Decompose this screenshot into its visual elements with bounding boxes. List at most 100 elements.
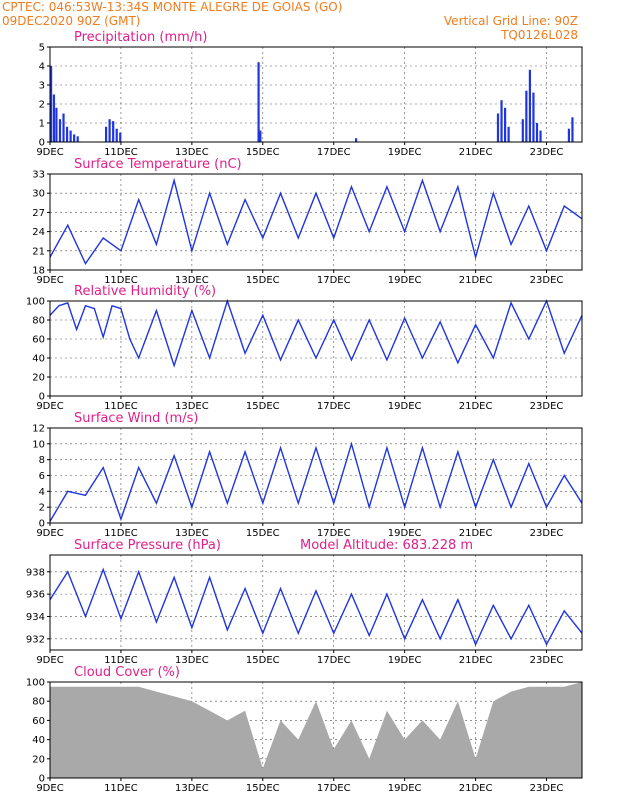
precip-bar [112, 121, 115, 142]
xtick-label: 11DEC [104, 275, 138, 286]
precip-bar [62, 113, 65, 142]
xtick-label: 19DEC [388, 528, 422, 539]
ytick-label: 18 [32, 266, 45, 277]
xtick-label: 15DEC [246, 147, 280, 158]
xtick-label: 13DEC [175, 275, 209, 286]
panel-title: Relative Humidity (%) [74, 284, 216, 299]
ytick-label: 40 [32, 735, 45, 746]
temp-line [49, 177, 583, 266]
panel-title: Cloud Cover (%) [74, 665, 180, 680]
xtick-label: 17DEC [317, 655, 351, 666]
ytick-label: 3 [39, 81, 45, 92]
ytick-label: 0 [39, 519, 45, 530]
precip-bar [567, 128, 571, 142]
panel-title: Surface Pressure (hPa) [74, 538, 221, 553]
ytick-label: 30 [32, 189, 45, 200]
precip-bar [76, 136, 79, 142]
precip-bar [65, 126, 69, 142]
xtick-label: 21DEC [459, 275, 493, 286]
xtick-label: 15DEC [246, 655, 280, 666]
precip-bar [528, 69, 531, 142]
ytick-label: 40 [32, 354, 45, 365]
ytick-label: 938 [26, 567, 45, 578]
precip-bar [496, 113, 500, 142]
xtick-label: 13DEC [175, 401, 209, 412]
xtick-label: 9DEC [36, 528, 63, 539]
panel-title: Surface Temperature (nC) [74, 157, 242, 172]
precip-bar [115, 128, 118, 142]
xtick-label: 23DEC [530, 528, 564, 539]
precip-bar [532, 92, 535, 142]
ytick-label: 20 [32, 373, 45, 384]
precip-bar [521, 119, 524, 142]
panel-title: Surface Wind (m/s) [74, 411, 198, 426]
panel-title: Precipitation (mm/h) [74, 30, 207, 45]
xtick-label: 19DEC [388, 655, 422, 666]
xtick-label: 13DEC [175, 147, 209, 158]
xtick-label: 9DEC [36, 401, 63, 412]
ytick-label: 33 [32, 170, 45, 181]
xtick-label: 19DEC [388, 783, 422, 794]
ytick-label: 8 [39, 455, 45, 466]
precip-bar [119, 132, 122, 142]
model-altitude: Model Altitude: 683.228 m [300, 538, 473, 553]
precip-bar [257, 62, 260, 143]
panel-rh: 0 20 40 60 80 100 9DEC 11DEC 13DEC 15DEC 17DEC 19DE… [26, 284, 583, 412]
panel-frame [49, 681, 583, 779]
ytick-label: 100 [26, 297, 45, 308]
xtick-label: 17DEC [317, 147, 351, 158]
panel-press: 932 934 936 938 9DEC 11DEC 13DEC 15DEC 17DEC 19DE… [26, 538, 583, 666]
panel-frame [49, 46, 583, 143]
panel-wind: 0 2 4 6 8 10 12 9DEC 11DEC 13DEC 15DEC 17DEC 19DEC 21… [32, 411, 583, 539]
ytick-label: 80 [32, 697, 45, 708]
xtick-label: 23DEC [530, 275, 564, 286]
precip-bar [108, 119, 111, 142]
ytick-label: 936 [26, 590, 45, 601]
ytick-label: 934 [26, 612, 45, 623]
precip-bar [539, 130, 542, 142]
panel-temp: 18 21 24 27 30 33 9DEC 11DEC 13DEC 15DEC 17DEC 19DE… [32, 157, 583, 286]
xtick-label: 23DEC [530, 783, 564, 794]
panel-frame [49, 554, 583, 651]
ytick-label: 21 [32, 246, 45, 257]
precip-bar [355, 138, 358, 142]
ytick-label: 20 [32, 754, 45, 765]
ytick-label: 12 [32, 424, 45, 435]
xtick-label: 11DEC [104, 147, 138, 158]
ytick-label: 0 [39, 138, 45, 149]
ytick-label: 1 [39, 119, 45, 130]
ytick-label: 2 [39, 503, 45, 514]
xtick-label: 11DEC [104, 783, 138, 794]
panel-cloud: 0 20 40 60 80 100 9DEC 11DEC 13DEC 15DEC 17DEC 19DE… [26, 665, 583, 794]
xtick-label: 19DEC [388, 401, 422, 412]
xtick-label: 15DEC [246, 783, 280, 794]
xtick-label: 9DEC [36, 783, 63, 794]
ytick-label: 4 [39, 62, 45, 73]
precip-bar [259, 130, 262, 142]
xtick-label: 15DEC [246, 401, 280, 412]
xtick-label: 19DEC [388, 147, 422, 158]
precip-bar [507, 126, 510, 142]
ytick-label: 6 [39, 471, 45, 482]
ytick-label: 80 [32, 316, 45, 327]
ytick-label: 0 [39, 774, 45, 785]
xtick-label: 17DEC [317, 528, 351, 539]
xtick-label: 13DEC [175, 528, 209, 539]
precip-bar [58, 119, 62, 142]
xtick-label: 17DEC [317, 783, 351, 794]
precip-bar [503, 107, 507, 142]
xtick-label: 15DEC [246, 528, 280, 539]
precip-bar [52, 94, 56, 142]
xtick-label: 9DEC [36, 147, 63, 158]
panel-frame [49, 300, 583, 397]
xtick-label: 23DEC [530, 655, 564, 666]
ytick-label: 27 [32, 208, 45, 219]
precip-bar [104, 126, 108, 142]
xtick-label: 21DEC [459, 655, 493, 666]
xtick-label: 9DEC [36, 275, 63, 286]
xtick-label: 21DEC [459, 528, 493, 539]
ytick-label: 5 [39, 43, 45, 54]
ytick-label: 100 [26, 678, 45, 689]
xtick-label: 21DEC [459, 401, 493, 412]
xtick-label: 9DEC [36, 655, 63, 666]
